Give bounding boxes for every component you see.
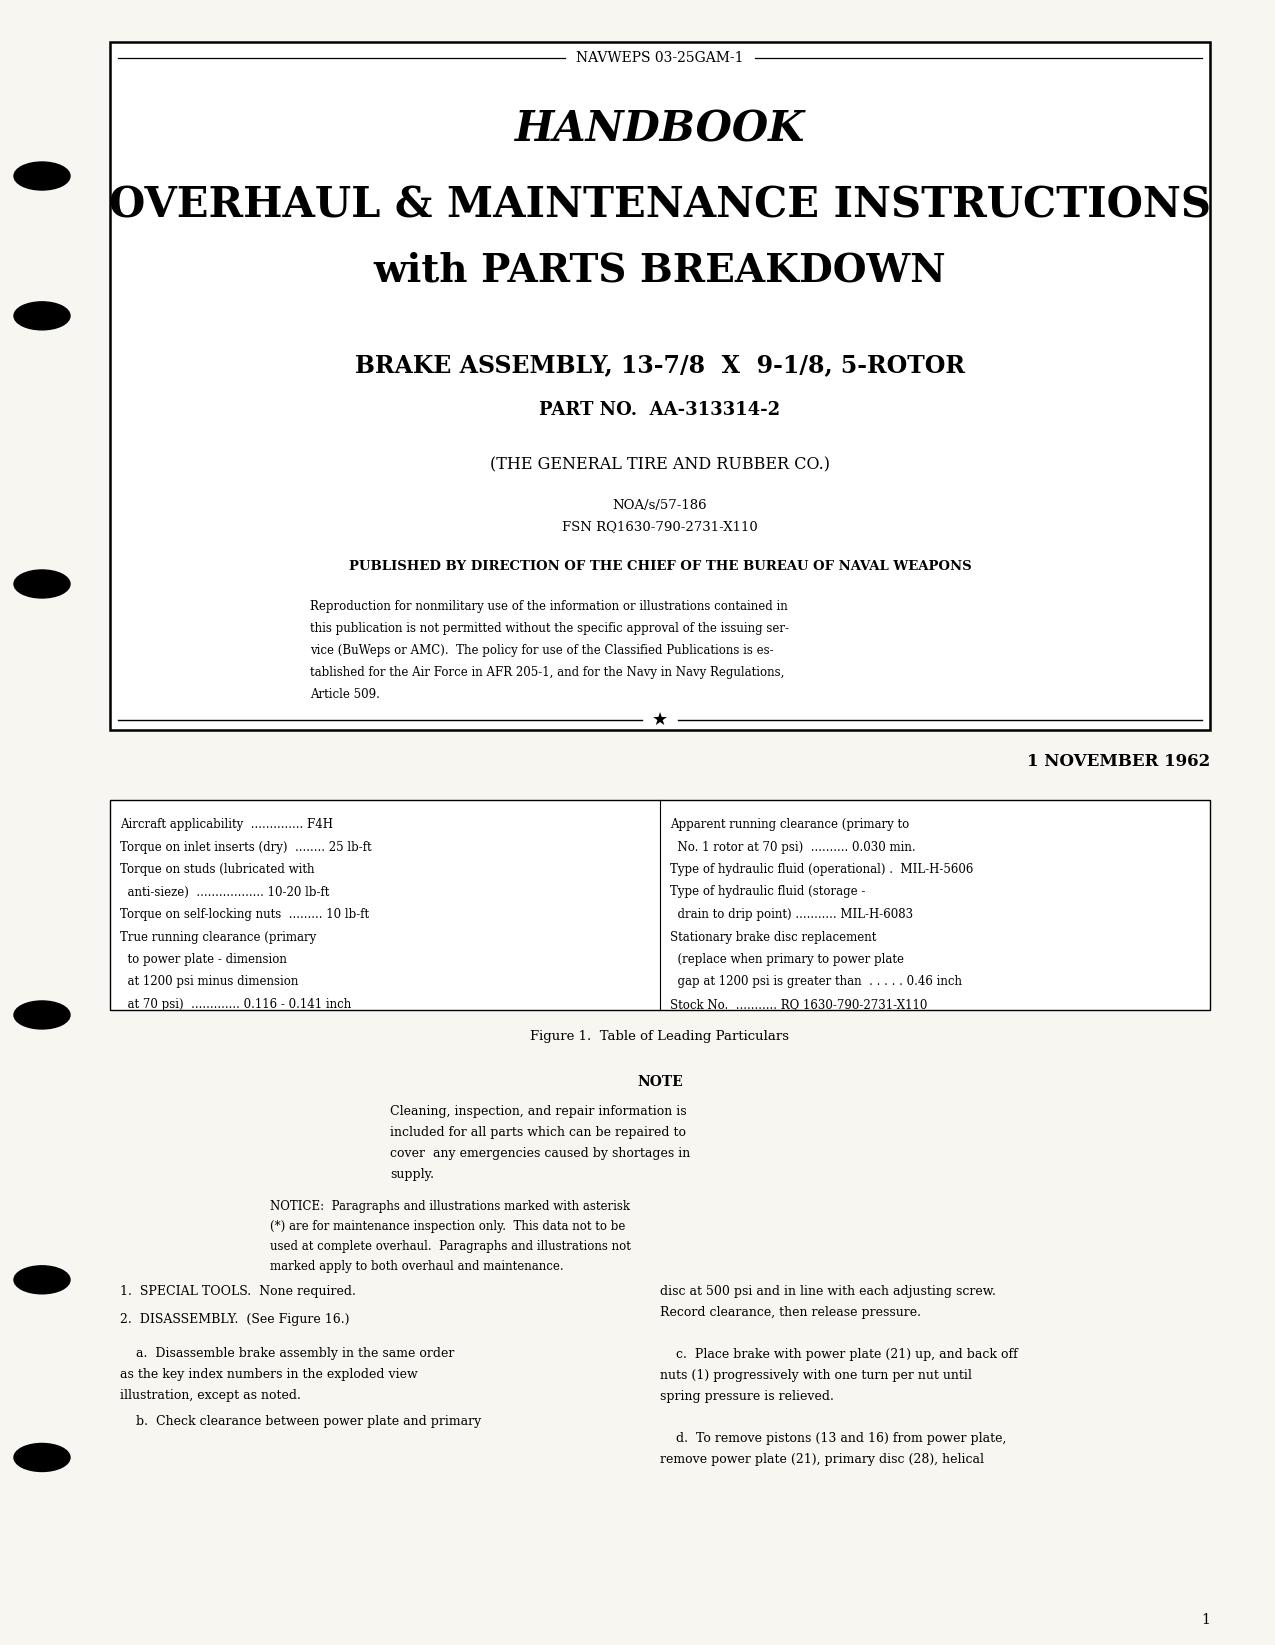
Text: PART NO.  AA-313314-2: PART NO. AA-313314-2	[539, 401, 780, 419]
Text: Apparent running clearance (primary to: Apparent running clearance (primary to	[669, 818, 909, 831]
Text: as the key index numbers in the exploded view: as the key index numbers in the exploded…	[120, 1369, 418, 1382]
Text: NOA/s/57-186: NOA/s/57-186	[613, 498, 708, 512]
Text: disc at 500 psi and in line with each adjusting screw.: disc at 500 psi and in line with each ad…	[660, 1285, 996, 1298]
Text: anti-sieze)  .................. 10-20 lb-ft: anti-sieze) .................. 10-20 lb-…	[120, 885, 329, 898]
Text: NAVWEPS 03-25GAM-1: NAVWEPS 03-25GAM-1	[576, 51, 743, 66]
Text: Torque on self-locking nuts  ......... 10 lb-ft: Torque on self-locking nuts ......... 10…	[120, 908, 370, 921]
Text: 1: 1	[1201, 1614, 1210, 1627]
Text: nuts (1) progressively with one turn per nut until: nuts (1) progressively with one turn per…	[660, 1369, 972, 1382]
Text: marked apply to both overhaul and maintenance.: marked apply to both overhaul and mainte…	[270, 1260, 564, 1273]
Text: Type of hydraulic fluid (operational) .  MIL-H-5606: Type of hydraulic fluid (operational) . …	[669, 864, 973, 877]
Text: supply.: supply.	[390, 1168, 434, 1181]
Text: vice (BuWeps or AMC).  The policy for use of the Classified Publications is es-: vice (BuWeps or AMC). The policy for use…	[310, 643, 774, 656]
Ellipse shape	[14, 569, 70, 599]
Text: tablished for the Air Force in AFR 205-1, and for the Navy in Navy Regulations,: tablished for the Air Force in AFR 205-1…	[310, 666, 784, 679]
Text: (replace when primary to power plate: (replace when primary to power plate	[669, 952, 904, 966]
Ellipse shape	[14, 1443, 70, 1472]
Text: Stationary brake disc replacement: Stationary brake disc replacement	[669, 931, 876, 944]
Ellipse shape	[14, 1265, 70, 1295]
Text: gap at 1200 psi is greater than  . . . . . 0.46 inch: gap at 1200 psi is greater than . . . . …	[669, 975, 963, 989]
Text: drain to drip point) ........... MIL-H-6083: drain to drip point) ........... MIL-H-6…	[669, 908, 913, 921]
Text: this publication is not permitted without the specific approval of the issuing s: this publication is not permitted withou…	[310, 622, 789, 635]
Text: 1 NOVEMBER 1962: 1 NOVEMBER 1962	[1026, 753, 1210, 770]
Text: to power plate - dimension: to power plate - dimension	[120, 952, 287, 966]
Text: d.  To remove pistons (13 and 16) from power plate,: d. To remove pistons (13 and 16) from po…	[660, 1433, 1006, 1444]
Text: illustration, except as noted.: illustration, except as noted.	[120, 1388, 301, 1402]
Text: True running clearance (primary: True running clearance (primary	[120, 931, 316, 944]
Ellipse shape	[14, 161, 70, 191]
Text: HANDBOOK: HANDBOOK	[515, 109, 805, 151]
Text: c.  Place brake with power plate (21) up, and back off: c. Place brake with power plate (21) up,…	[660, 1347, 1017, 1360]
Text: included for all parts which can be repaired to: included for all parts which can be repa…	[390, 1125, 686, 1138]
Text: Stock No.  ........... RQ 1630-790-2731-X110: Stock No. ........... RQ 1630-790-2731-X…	[669, 999, 927, 1012]
Text: Reproduction for nonmilitary use of the information or illustrations contained i: Reproduction for nonmilitary use of the …	[310, 600, 788, 614]
Text: ★: ★	[652, 711, 668, 729]
Text: 2.  DISASSEMBLY.  (See Figure 16.): 2. DISASSEMBLY. (See Figure 16.)	[120, 1313, 349, 1326]
Text: Cleaning, inspection, and repair information is: Cleaning, inspection, and repair informa…	[390, 1105, 687, 1119]
Text: OVERHAUL & MAINTENANCE INSTRUCTIONS: OVERHAUL & MAINTENANCE INSTRUCTIONS	[108, 184, 1211, 225]
Text: Figure 1.  Table of Leading Particulars: Figure 1. Table of Leading Particulars	[530, 1030, 789, 1043]
Text: Article 509.: Article 509.	[310, 688, 380, 701]
Text: NOTE: NOTE	[638, 1074, 683, 1089]
Text: spring pressure is relieved.: spring pressure is relieved.	[660, 1390, 834, 1403]
Text: 1.  SPECIAL TOOLS.  None required.: 1. SPECIAL TOOLS. None required.	[120, 1285, 356, 1298]
Text: at 1200 psi minus dimension: at 1200 psi minus dimension	[120, 975, 298, 989]
Text: (*) are for maintenance inspection only.  This data not to be: (*) are for maintenance inspection only.…	[270, 1221, 625, 1234]
Text: Type of hydraulic fluid (storage -: Type of hydraulic fluid (storage -	[669, 885, 866, 898]
Text: b.  Check clearance between power plate and primary: b. Check clearance between power plate a…	[120, 1415, 481, 1428]
Text: NOTICE:  Paragraphs and illustrations marked with asterisk: NOTICE: Paragraphs and illustrations mar…	[270, 1199, 630, 1212]
Text: Torque on studs (lubricated with: Torque on studs (lubricated with	[120, 864, 315, 877]
Text: at 70 psi)  ............. 0.116 - 0.141 inch: at 70 psi) ............. 0.116 - 0.141 i…	[120, 999, 351, 1012]
Ellipse shape	[14, 1000, 70, 1030]
Bar	[110, 43, 1210, 730]
Text: Aircraft applicability  .............. F4H: Aircraft applicability .............. F4…	[120, 818, 333, 831]
Bar	[110, 799, 1210, 1010]
Text: BRAKE ASSEMBLY, 13-7/8  X  9-1/8, 5-ROTOR: BRAKE ASSEMBLY, 13-7/8 X 9-1/8, 5-ROTOR	[354, 354, 965, 377]
Text: Record clearance, then release pressure.: Record clearance, then release pressure.	[660, 1306, 921, 1319]
Ellipse shape	[14, 301, 70, 331]
Text: FSN RQ1630-790-2731-X110: FSN RQ1630-790-2731-X110	[562, 520, 757, 533]
Text: No. 1 rotor at 70 psi)  .......... 0.030 min.: No. 1 rotor at 70 psi) .......... 0.030 …	[669, 841, 915, 854]
Text: PUBLISHED BY DIRECTION OF THE CHIEF OF THE BUREAU OF NAVAL WEAPONS: PUBLISHED BY DIRECTION OF THE CHIEF OF T…	[348, 559, 972, 572]
Text: cover  any emergencies caused by shortages in: cover any emergencies caused by shortage…	[390, 1147, 690, 1160]
Text: remove power plate (21), primary disc (28), helical: remove power plate (21), primary disc (2…	[660, 1453, 984, 1466]
Text: with PARTS BREAKDOWN: with PARTS BREAKDOWN	[374, 252, 946, 290]
Text: Torque on inlet inserts (dry)  ........ 25 lb-ft: Torque on inlet inserts (dry) ........ 2…	[120, 841, 371, 854]
Text: used at complete overhaul.  Paragraphs and illustrations not: used at complete overhaul. Paragraphs an…	[270, 1240, 631, 1253]
Text: (THE GENERAL TIRE AND RUBBER CO.): (THE GENERAL TIRE AND RUBBER CO.)	[490, 457, 830, 474]
Text: a.  Disassemble brake assembly in the same order: a. Disassemble brake assembly in the sam…	[120, 1347, 454, 1360]
